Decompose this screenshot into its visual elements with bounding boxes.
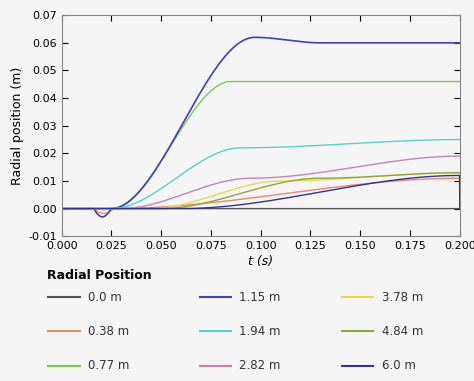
X-axis label: t (s): t (s): [248, 255, 273, 268]
Text: 1.94 m: 1.94 m: [239, 325, 281, 338]
Text: Radial Position: Radial Position: [47, 269, 152, 282]
Text: 3.78 m: 3.78 m: [382, 291, 423, 304]
Text: 4.84 m: 4.84 m: [382, 325, 423, 338]
Text: 1.15 m: 1.15 m: [239, 291, 281, 304]
Text: 0.38 m: 0.38 m: [88, 325, 129, 338]
Text: 6.0 m: 6.0 m: [382, 359, 415, 372]
Y-axis label: Radial position (m): Radial position (m): [11, 67, 24, 185]
Text: 0.0 m: 0.0 m: [88, 291, 121, 304]
Text: 0.77 m: 0.77 m: [88, 359, 129, 372]
Text: 2.82 m: 2.82 m: [239, 359, 281, 372]
